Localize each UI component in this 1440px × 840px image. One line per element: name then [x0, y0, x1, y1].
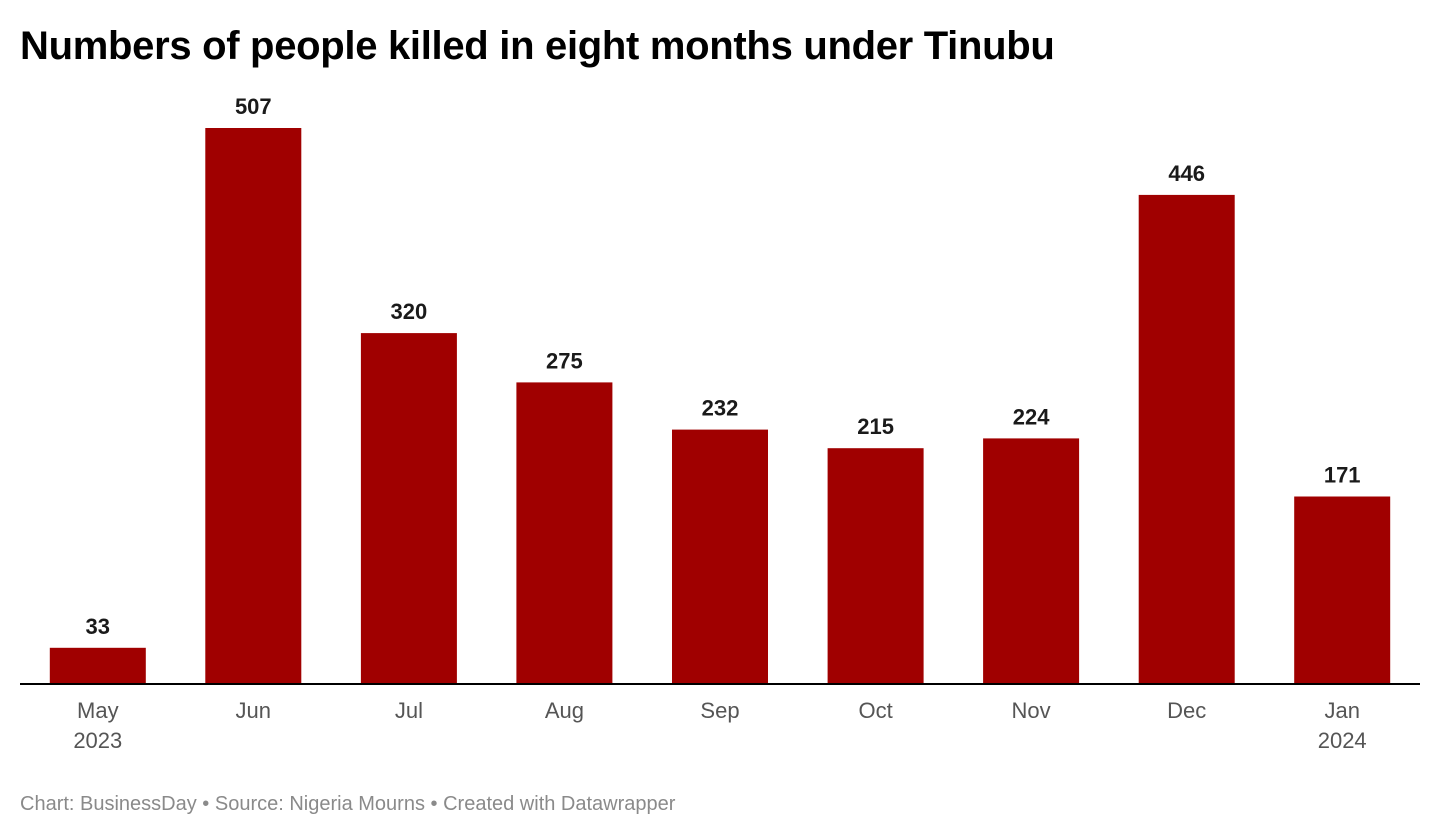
value-label: 171 [1324, 463, 1361, 488]
footer-separator: • [196, 793, 215, 815]
bar-oct [827, 448, 924, 684]
value-label: 446 [1168, 161, 1205, 186]
x-tick-label: Dec [1167, 698, 1206, 723]
bar-aug [516, 382, 613, 684]
x-tick-label: Aug [545, 698, 584, 723]
value-label: 224 [1013, 404, 1050, 429]
x-tick-label: May 2023 [73, 698, 122, 753]
bar-sep [672, 429, 768, 684]
bar-jun [205, 128, 302, 684]
bar-jul [360, 333, 457, 684]
value-label-group: 33 507 320 275 232 215 224 446 171 [86, 94, 1361, 639]
x-tick-label-group: May 2023 Jun Jul Aug Sep Oct Nov Dec Jan 2024 [73, 698, 1366, 753]
x-tick-label: Jun [236, 698, 271, 723]
value-label: 215 [857, 414, 894, 439]
byline: Chart: BusinessDay [20, 793, 197, 815]
bar-may-2023 [49, 647, 146, 684]
bar-group [49, 128, 1391, 684]
bar-nov [983, 438, 1080, 684]
bar-jan-2024 [1294, 496, 1391, 684]
x-tick-label: Oct [858, 698, 892, 723]
chart-title: Numbers of people killed in eight months… [20, 24, 1055, 68]
value-label: 33 [86, 614, 110, 639]
x-tick-label: Jul [395, 698, 423, 723]
x-tick-label: Nov [1012, 698, 1051, 723]
value-label: 232 [702, 396, 739, 421]
footer-separator: • [424, 793, 444, 815]
x-tick-label: Sep [700, 698, 739, 723]
x-tick-label: Jan 2024 [1318, 698, 1367, 753]
source-note: Source: Nigeria Mourns [214, 793, 425, 815]
chart-footer: Chart: BusinessDay • Source: Nigeria Mou… [20, 793, 675, 816]
value-label: 275 [546, 348, 583, 373]
value-label: 320 [391, 299, 428, 324]
datawrapper-credit: Created with Datawrapper [443, 793, 676, 815]
bar-dec [1138, 194, 1235, 684]
value-label: 507 [235, 94, 272, 119]
